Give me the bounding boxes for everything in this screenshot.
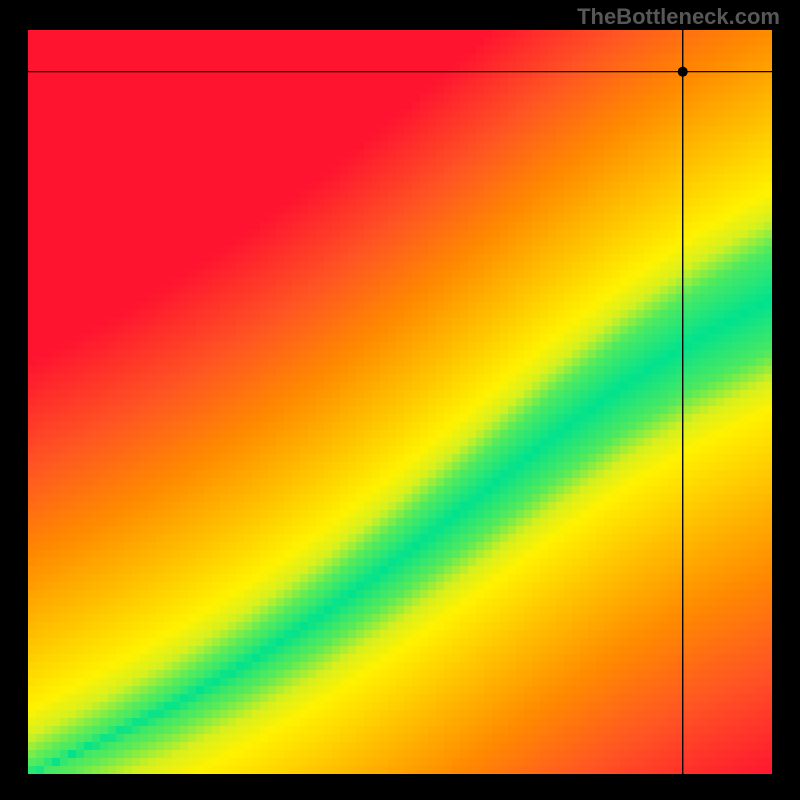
attribution-text: TheBottleneck.com [577, 4, 780, 30]
bottleneck-heatmap [0, 0, 800, 800]
root: TheBottleneck.com [0, 0, 800, 800]
